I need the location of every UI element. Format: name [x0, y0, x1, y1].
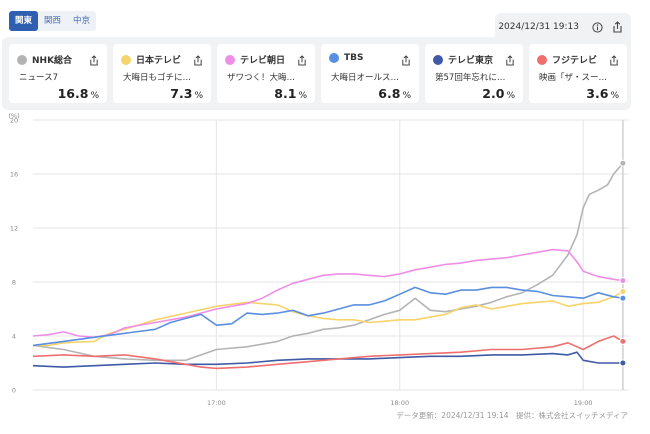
series-end-point	[619, 277, 627, 285]
ntv-color-dot	[121, 54, 131, 65]
station-card-nhk[interactable]: NHK総合 ニュース7 16.8%	[9, 44, 107, 103]
program-title: 第57回年忘れに…	[435, 73, 506, 83]
station-name: テレビ朝日	[240, 56, 286, 66]
share-icon[interactable]	[193, 51, 203, 70]
series-line	[32, 351, 623, 368]
tv-asahi-color-dot	[225, 54, 235, 65]
nhk-color-dot	[17, 54, 27, 65]
rating-value: 3.6%	[586, 86, 619, 101]
region-tabs: 関東 関西 中京	[9, 11, 97, 31]
share-icon[interactable]	[609, 51, 619, 70]
series-end-point	[619, 159, 627, 167]
x-tick-label: 17:00	[207, 399, 226, 407]
share-icon[interactable]	[401, 51, 411, 70]
series-end-point	[619, 287, 627, 295]
station-name: TBS	[344, 53, 364, 63]
program-title: ニュース7	[19, 73, 58, 83]
x-tick-label: 18:00	[390, 399, 409, 407]
share-icon[interactable]	[297, 51, 307, 70]
program-title: 大晦日もゴチに…	[123, 73, 192, 83]
share-icon[interactable]	[89, 51, 99, 70]
series-end-point	[619, 359, 627, 367]
rating-value: 8.1%	[274, 86, 307, 101]
station-card-tv-tokyo[interactable]: テレビ東京 第57回年忘れに… 2.0%	[425, 44, 523, 103]
station-card-tv-asahi[interactable]: テレビ朝日 ザワつく！大晦… 8.1%	[217, 44, 315, 103]
station-card-ntv[interactable]: 日本テレビ 大晦日もゴチに… 7.3%	[113, 44, 211, 103]
series-end-point	[619, 294, 627, 302]
share-icon[interactable]	[505, 51, 515, 70]
station-name: フジテレビ	[552, 56, 598, 66]
update-datetime: 2024/12/31 19:13	[498, 22, 579, 32]
tv-tokyo-color-dot	[433, 54, 443, 65]
footer-credit: データ更新：2024/12/31 19:14 提供：株式会社スイッチメディア	[396, 411, 628, 420]
station-card-tbs[interactable]: TBS 大晦日オールス… 6.8%	[321, 44, 419, 103]
rating-value: 16.8%	[57, 86, 99, 101]
datetime-box: 2024/12/31 19:13	[495, 13, 631, 41]
station-panel: NHK総合 ニュース7 16.8% 日本テレビ 大晦日もゴチに… 7.3% テレ…	[2, 37, 631, 110]
tbs-color-dot	[329, 53, 339, 63]
fuji-tv-color-dot	[537, 54, 547, 65]
y-tick-label: 8	[12, 279, 16, 287]
station-name: 日本テレビ	[136, 56, 182, 66]
rating-value: 7.3%	[170, 86, 203, 101]
series-line	[32, 335, 624, 370]
program-title: 映画「ザ・スー…	[539, 73, 608, 83]
program-title: ザワつく！大晦…	[227, 73, 296, 83]
y-tick-label: 0	[12, 387, 16, 395]
station-card-fuji-tv[interactable]: フジテレビ 映画「ザ・スー… 3.6%	[529, 44, 627, 103]
y-tick-label: 16	[10, 171, 18, 179]
tab-kanto[interactable]: 関東	[9, 11, 39, 31]
series-line	[32, 286, 624, 347]
program-title: 大晦日オールス…	[331, 73, 400, 83]
rating-line-chart: 0 4 8 12 16 20(%) 17:00 18:00 19:00	[8, 113, 629, 407]
station-name: NHK総合	[32, 56, 73, 66]
y-tick-label: 12	[10, 225, 18, 233]
series-line	[32, 248, 624, 339]
rating-value: 2.0%	[482, 86, 515, 101]
share-icon[interactable]	[612, 21, 623, 33]
series-line	[33, 290, 624, 347]
y-tick-label: 20	[10, 117, 18, 125]
series-line	[32, 162, 624, 362]
series-end-point	[619, 337, 627, 345]
info-icon[interactable]	[592, 21, 603, 33]
station-name: テレビ東京	[448, 56, 494, 66]
tab-chukyo[interactable]: 中京	[73, 16, 91, 26]
x-tick-label: 19:00	[574, 399, 593, 407]
y-tick-label: 4	[12, 333, 16, 341]
y-axis-label: (%)	[8, 113, 19, 120]
tab-kansai[interactable]: 関西	[44, 16, 62, 26]
rating-value: 6.8%	[378, 86, 411, 101]
